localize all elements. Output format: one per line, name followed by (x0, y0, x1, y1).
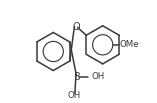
Text: OH: OH (91, 72, 105, 81)
Text: OH: OH (67, 91, 81, 100)
Text: B: B (74, 72, 80, 82)
Text: OMe: OMe (119, 40, 139, 49)
Text: O: O (72, 22, 80, 32)
